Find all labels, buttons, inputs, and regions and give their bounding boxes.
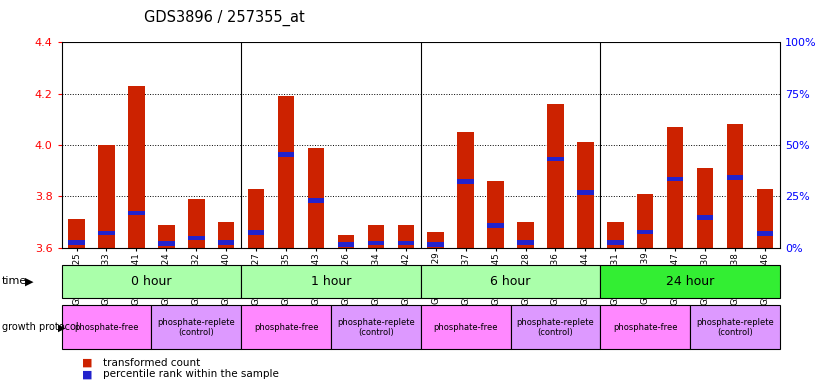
Bar	[637, 230, 654, 234]
Bar	[99, 145, 115, 248]
Bar	[457, 179, 474, 184]
Bar	[488, 223, 504, 228]
Bar	[607, 240, 624, 245]
Bar	[488, 181, 504, 248]
Bar	[368, 241, 384, 245]
Bar	[368, 225, 384, 248]
Bar	[548, 157, 564, 161]
Bar	[511, 305, 600, 349]
Bar	[128, 211, 144, 215]
Bar	[577, 142, 594, 248]
Bar	[241, 265, 420, 298]
Text: transformed count: transformed count	[103, 358, 200, 368]
Text: growth protocol: growth protocol	[2, 322, 78, 333]
Bar	[457, 132, 474, 248]
Bar	[62, 305, 151, 349]
Text: ▶: ▶	[25, 276, 33, 286]
Text: phosphate-replete
(control): phosphate-replete (control)	[337, 318, 415, 337]
Bar	[308, 147, 324, 248]
Bar	[218, 240, 235, 245]
Bar	[757, 189, 773, 248]
Bar	[158, 241, 175, 246]
Bar	[397, 241, 414, 245]
Bar	[308, 198, 324, 203]
Bar	[690, 305, 780, 349]
Bar	[337, 235, 354, 248]
Text: phosphate-free: phosphate-free	[74, 323, 139, 332]
Text: phosphate-free: phosphate-free	[254, 323, 319, 332]
Text: 24 hour: 24 hour	[666, 275, 714, 288]
Bar	[757, 231, 773, 236]
Bar	[607, 222, 624, 248]
Bar	[331, 305, 420, 349]
Text: ■: ■	[82, 358, 93, 368]
Bar	[428, 242, 444, 247]
Bar	[158, 225, 175, 248]
Text: percentile rank within the sample: percentile rank within the sample	[103, 369, 278, 379]
Text: 1 hour: 1 hour	[311, 275, 351, 288]
Bar	[517, 240, 534, 245]
Bar	[248, 189, 264, 248]
Bar	[68, 219, 85, 248]
Text: phosphate-replete
(control): phosphate-replete (control)	[696, 318, 774, 337]
Bar	[68, 240, 85, 245]
Bar	[128, 86, 144, 248]
Bar	[277, 96, 294, 248]
Bar	[188, 236, 204, 240]
Text: phosphate-free: phosphate-free	[433, 323, 498, 332]
Bar	[697, 215, 713, 220]
Bar	[600, 265, 780, 298]
Text: phosphate-replete
(control): phosphate-replete (control)	[158, 318, 235, 337]
Bar	[188, 199, 204, 248]
Bar	[337, 242, 354, 247]
Bar	[99, 231, 115, 235]
Text: phosphate-replete
(control): phosphate-replete (control)	[516, 318, 594, 337]
Bar	[637, 194, 654, 248]
Bar	[277, 152, 294, 157]
Bar	[218, 222, 235, 248]
Bar	[248, 230, 264, 235]
Bar	[517, 222, 534, 248]
Bar	[667, 127, 683, 248]
Text: time: time	[2, 276, 27, 286]
Text: ■: ■	[82, 369, 93, 379]
Bar	[420, 305, 511, 349]
Bar	[600, 305, 690, 349]
Bar	[667, 177, 683, 181]
Bar	[397, 225, 414, 248]
Bar	[420, 265, 600, 298]
Text: phosphate-free: phosphate-free	[613, 323, 677, 332]
Text: ▶: ▶	[57, 322, 65, 333]
Bar	[577, 190, 594, 195]
Bar	[428, 232, 444, 248]
Bar	[151, 305, 241, 349]
Bar	[548, 104, 564, 248]
Text: 0 hour: 0 hour	[131, 275, 172, 288]
Bar	[697, 168, 713, 248]
Text: GDS3896 / 257355_at: GDS3896 / 257355_at	[144, 10, 305, 26]
Bar	[62, 265, 241, 298]
Bar	[727, 124, 743, 248]
Text: 6 hour: 6 hour	[490, 275, 530, 288]
Bar	[241, 305, 331, 349]
Bar	[727, 175, 743, 180]
